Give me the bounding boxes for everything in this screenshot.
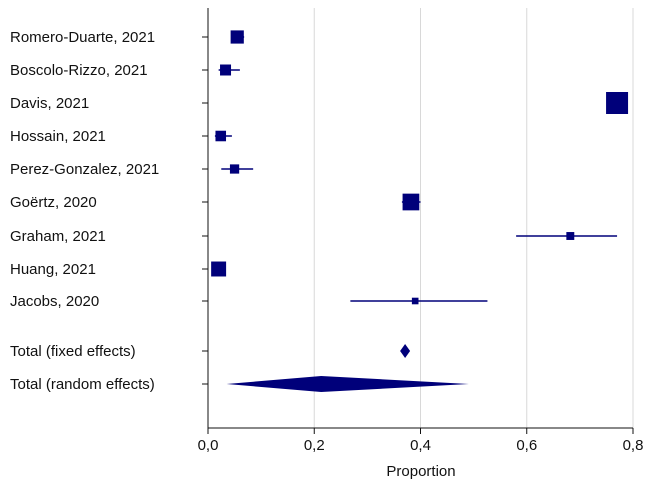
study-label: Hossain, 2021 [10,128,106,145]
point-estimate-square [606,92,629,114]
study-label: Graham, 2021 [10,228,106,245]
data-marks [211,30,629,392]
study-label: Jacobs, 2020 [10,293,99,310]
point-estimate-square [411,297,419,305]
point-estimate-square [229,164,240,174]
gridlines [313,8,634,428]
random-effects-diamond [226,376,469,392]
point-estimate-square [220,64,232,76]
point-estimate-square [211,261,227,277]
fixed-effects-diamond [400,344,411,358]
study-label: Romero-Duarte, 2021 [10,29,155,46]
study-label: Davis, 2021 [10,95,89,112]
x-tick-label-3: 0,6 [516,437,537,454]
axes [202,8,634,434]
x-tick-label-1: 0,2 [304,437,325,454]
x-axis-title: Proportion [386,463,455,480]
study-label: Boscolo-Rizzo, 2021 [10,62,148,79]
x-tick-label-4: 0,8 [623,437,644,454]
x-tick-label-2: 0,4 [410,437,431,454]
study-label: Huang, 2021 [10,261,96,278]
point-estimate-square [402,193,420,211]
point-estimate-square [566,232,575,240]
x-tick-labels: 0,0 0,2 0,4 0,6 0,8 [198,437,644,454]
study-label: Goërtz, 2020 [10,194,97,211]
point-estimate-square [230,30,244,44]
pooled-label: Total (random effects) [10,376,155,393]
pooled-label: Total (fixed effects) [10,343,136,360]
x-tick-label-0: 0,0 [198,437,219,454]
study-labels: Romero-Duarte, 2021 Boscolo-Rizzo, 2021 Da… [10,29,159,393]
point-estimate-square [215,130,227,142]
study-label: Perez-Gonzalez, 2021 [10,161,159,178]
